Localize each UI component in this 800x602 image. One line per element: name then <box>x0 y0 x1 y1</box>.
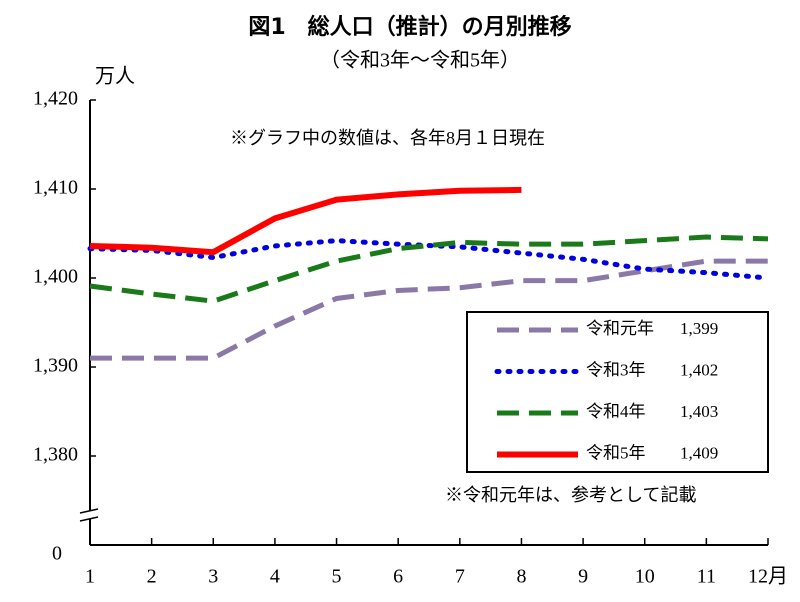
legend-value: 1,399 <box>680 319 718 338</box>
y-tick-label: 1,420 <box>33 88 78 110</box>
x-tick-label: 6 <box>393 566 403 588</box>
x-tick-label: 8 <box>516 566 526 588</box>
legend-value: 1,402 <box>680 360 718 379</box>
x-tick-label: 9 <box>578 566 588 588</box>
legend-label: 令和3年 <box>586 360 646 379</box>
legend-value: 1,409 <box>680 443 718 462</box>
x-tick-label: 11 <box>697 566 716 588</box>
y-tick-label: 1,390 <box>33 355 78 377</box>
y-origin-label: 0 <box>52 543 62 565</box>
chart-title: 図1 総人口（推計）の月別推移 <box>248 14 571 40</box>
x-tick-label: 4 <box>270 566 280 588</box>
y-tick-label: 1,400 <box>33 266 78 288</box>
series-line <box>89 186 522 256</box>
x-tick-label: 10 <box>635 566 655 588</box>
y-unit: 万人 <box>95 65 135 88</box>
x-tick-label: 5 <box>332 566 342 588</box>
legend-value: 1,403 <box>680 402 718 421</box>
x-tick-label: 3 <box>208 566 218 588</box>
chart-subtitle: （令和3年～令和5年） <box>320 49 520 72</box>
axis-break <box>79 516 99 522</box>
legend-label: 令和元年 <box>586 319 654 338</box>
legend-label: 令和4年 <box>586 402 646 421</box>
y-tick-label: 1,410 <box>33 177 78 199</box>
annotation: ※グラフ中の数値は、各年8月１日現在 <box>230 128 545 148</box>
series-line <box>87 238 771 281</box>
series-line <box>90 258 768 361</box>
x-tick-label: 1 <box>85 566 95 588</box>
x-tick-label: 7 <box>455 566 465 588</box>
axis-break <box>79 508 99 514</box>
legend-label: 令和5年 <box>586 443 646 462</box>
legend-box <box>466 311 769 473</box>
annotation: ※令和元年は、参考として記載 <box>445 485 696 505</box>
x-tick-label: 12月 <box>748 566 788 588</box>
axis-break-gap <box>82 511 98 519</box>
x-tick-label: 2 <box>147 566 157 588</box>
y-tick-label: 1,380 <box>33 444 78 466</box>
series-line <box>89 234 769 304</box>
